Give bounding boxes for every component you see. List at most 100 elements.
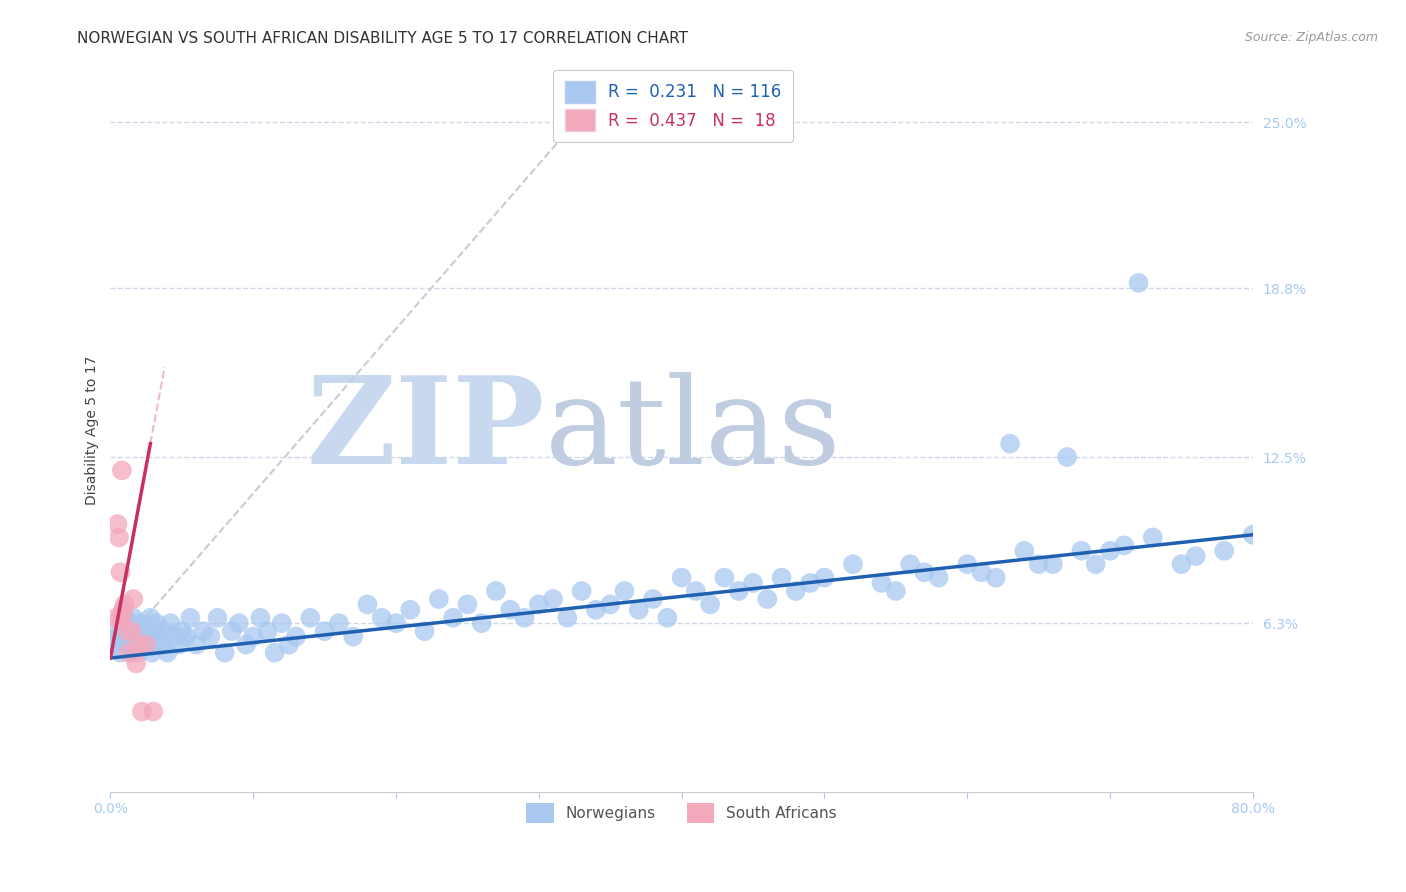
Point <box>142 624 165 639</box>
Point <box>228 616 250 631</box>
Point <box>599 598 621 612</box>
Point <box>998 436 1021 450</box>
Point <box>328 616 350 631</box>
Point <box>174 630 197 644</box>
Point <box>1170 558 1192 572</box>
Point <box>122 592 145 607</box>
Point <box>884 584 907 599</box>
Point <box>984 571 1007 585</box>
Point <box>114 632 136 647</box>
Point <box>756 592 779 607</box>
Legend: Norwegians, South Africans: Norwegians, South Africans <box>515 791 849 835</box>
Point <box>898 558 921 572</box>
Point <box>128 638 150 652</box>
Point <box>139 611 162 625</box>
Point <box>456 598 478 612</box>
Point <box>105 611 128 625</box>
Point <box>134 619 156 633</box>
Point <box>193 624 215 639</box>
Point <box>153 624 176 639</box>
Point <box>114 611 136 625</box>
Point <box>770 571 793 585</box>
Point <box>527 598 550 612</box>
Point <box>1098 544 1121 558</box>
Point <box>356 598 378 612</box>
Point <box>135 638 157 652</box>
Point <box>785 584 807 599</box>
Point <box>471 616 494 631</box>
Point <box>110 646 132 660</box>
Point <box>413 624 436 639</box>
Point <box>214 646 236 660</box>
Point <box>641 592 664 607</box>
Point <box>1128 276 1150 290</box>
Point <box>108 530 131 544</box>
Point <box>912 566 935 580</box>
Point <box>342 630 364 644</box>
Point <box>120 616 142 631</box>
Point <box>441 611 464 625</box>
Point <box>1070 544 1092 558</box>
Point <box>145 616 167 631</box>
Point <box>813 571 835 585</box>
Point <box>111 616 134 631</box>
Point <box>571 584 593 599</box>
Point <box>263 646 285 660</box>
Point <box>299 611 322 625</box>
Text: ZIP: ZIP <box>307 371 544 489</box>
Text: atlas: atlas <box>544 372 841 489</box>
Point <box>110 611 132 625</box>
Point <box>585 603 607 617</box>
Point <box>112 603 135 617</box>
Point <box>115 619 138 633</box>
Point <box>221 624 243 639</box>
Point <box>370 611 392 625</box>
Point <box>627 603 650 617</box>
Point <box>499 603 522 617</box>
Point <box>138 630 160 644</box>
Point <box>135 638 157 652</box>
Point <box>242 630 264 644</box>
Point <box>108 630 131 644</box>
Point <box>111 463 134 477</box>
Point <box>685 584 707 599</box>
Point <box>110 566 132 580</box>
Point <box>159 616 181 631</box>
Point <box>131 624 153 639</box>
Point <box>125 657 148 671</box>
Point <box>184 638 207 652</box>
Point <box>1142 530 1164 544</box>
Point <box>928 571 950 585</box>
Point <box>842 558 865 572</box>
Point <box>1084 558 1107 572</box>
Point <box>1028 558 1050 572</box>
Y-axis label: Disability Age 5 to 17: Disability Age 5 to 17 <box>86 356 100 505</box>
Point <box>124 638 146 652</box>
Point <box>148 630 170 644</box>
Point <box>1056 450 1078 464</box>
Point <box>399 603 422 617</box>
Point <box>167 638 190 652</box>
Point <box>713 571 735 585</box>
Point <box>314 624 336 639</box>
Point <box>111 611 134 625</box>
Point <box>485 584 508 599</box>
Point <box>385 616 408 631</box>
Point <box>107 516 129 531</box>
Point <box>118 624 141 639</box>
Point <box>1213 544 1236 558</box>
Point <box>114 598 136 612</box>
Point <box>657 611 679 625</box>
Point <box>249 611 271 625</box>
Point <box>142 705 165 719</box>
Point <box>112 603 135 617</box>
Point <box>121 646 143 660</box>
Point <box>742 576 765 591</box>
Point <box>1241 527 1264 541</box>
Point <box>956 558 979 572</box>
Point <box>117 624 139 639</box>
Text: NORWEGIAN VS SOUTH AFRICAN DISABILITY AGE 5 TO 17 CORRELATION CHART: NORWEGIAN VS SOUTH AFRICAN DISABILITY AG… <box>77 31 689 46</box>
Point <box>131 705 153 719</box>
Point <box>427 592 450 607</box>
Point <box>200 630 222 644</box>
